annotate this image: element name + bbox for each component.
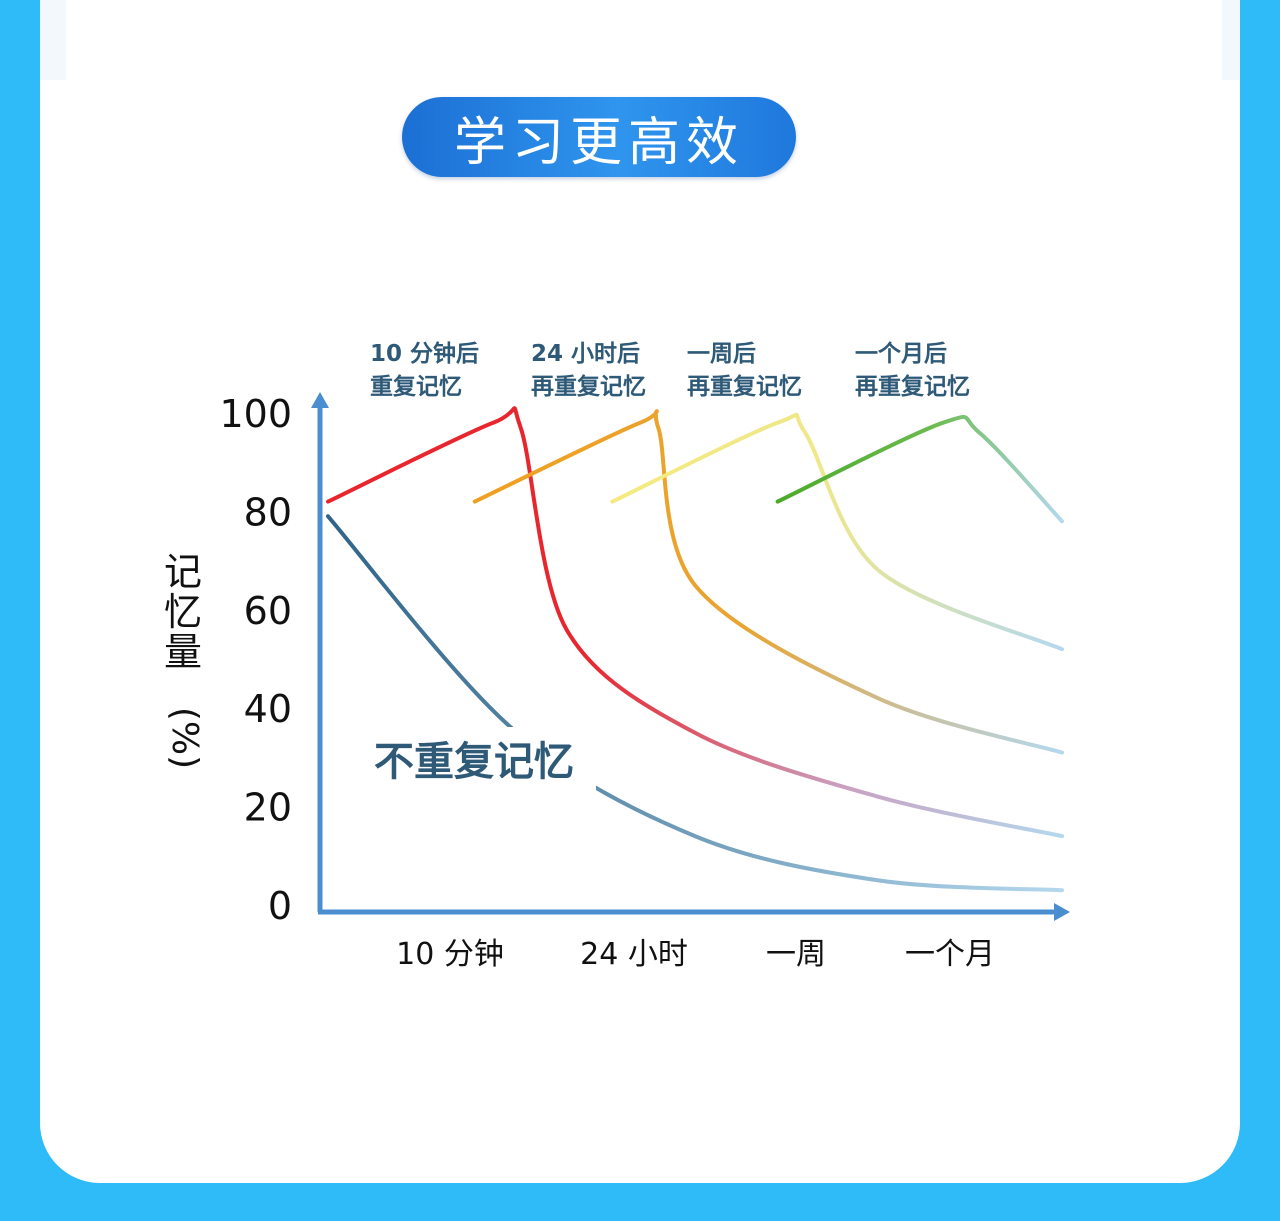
annotation-line: 重复记忆 (370, 374, 462, 400)
series-line-repeat-month (775, 414, 1064, 524)
series-line-repeat-10min (326, 406, 1064, 839)
title-pill: 学习更高效 (402, 97, 796, 177)
annotation-line: 再重复记忆 (531, 374, 646, 400)
annotation-line: 再重复记忆 (687, 374, 802, 400)
series-line-repeat-24h (472, 409, 1064, 755)
annotation-week: 一周后 再重复记忆 (687, 338, 802, 404)
x-tick-label: 10 分钟 (396, 937, 504, 972)
annotation-24h: 24 小时后 再重复记忆 (531, 338, 646, 404)
series-line-no-repeat (326, 514, 1064, 893)
top-strip-right (1222, 0, 1240, 80)
y-tick-label: 100 (219, 392, 292, 436)
y-tick-label: 0 (268, 884, 292, 928)
top-strip-left (40, 0, 66, 80)
series-label-background (360, 727, 596, 795)
y-axis-label-text: 记忆量 (163, 550, 202, 674)
y-axis-unit: (%) (164, 706, 205, 770)
content-card (40, 0, 1240, 1183)
x-axis-arrow (1054, 903, 1070, 921)
series-line-repeat-week (610, 412, 1064, 652)
annotation-month: 一个月后 再重复记忆 (855, 338, 970, 404)
y-tick-label: 20 (244, 786, 292, 830)
y-tick-label: 60 (244, 589, 292, 633)
annotation-line: 一个月后 (855, 341, 947, 367)
y-tick-label: 80 (244, 490, 292, 534)
y-tick-label: 40 (244, 687, 292, 731)
series-label-no-repeat: 不重复记忆 (374, 739, 574, 785)
annotation-line: 10 分钟后 (370, 341, 480, 367)
annotation-10min: 10 分钟后 重复记忆 (370, 338, 479, 404)
x-tick-label: 一周 (766, 937, 826, 972)
annotation-line: 24 小时后 (531, 341, 641, 367)
annotation-line: 一周后 (687, 341, 756, 367)
x-tick-label: 一个月 (905, 937, 995, 972)
y-axis-arrow (311, 392, 329, 408)
page-title: 学习更高效 (453, 112, 744, 173)
y-axis-label: 记忆量 (160, 552, 206, 672)
x-tick-label: 24 小时 (580, 937, 688, 972)
annotation-line: 再重复记忆 (855, 374, 970, 400)
